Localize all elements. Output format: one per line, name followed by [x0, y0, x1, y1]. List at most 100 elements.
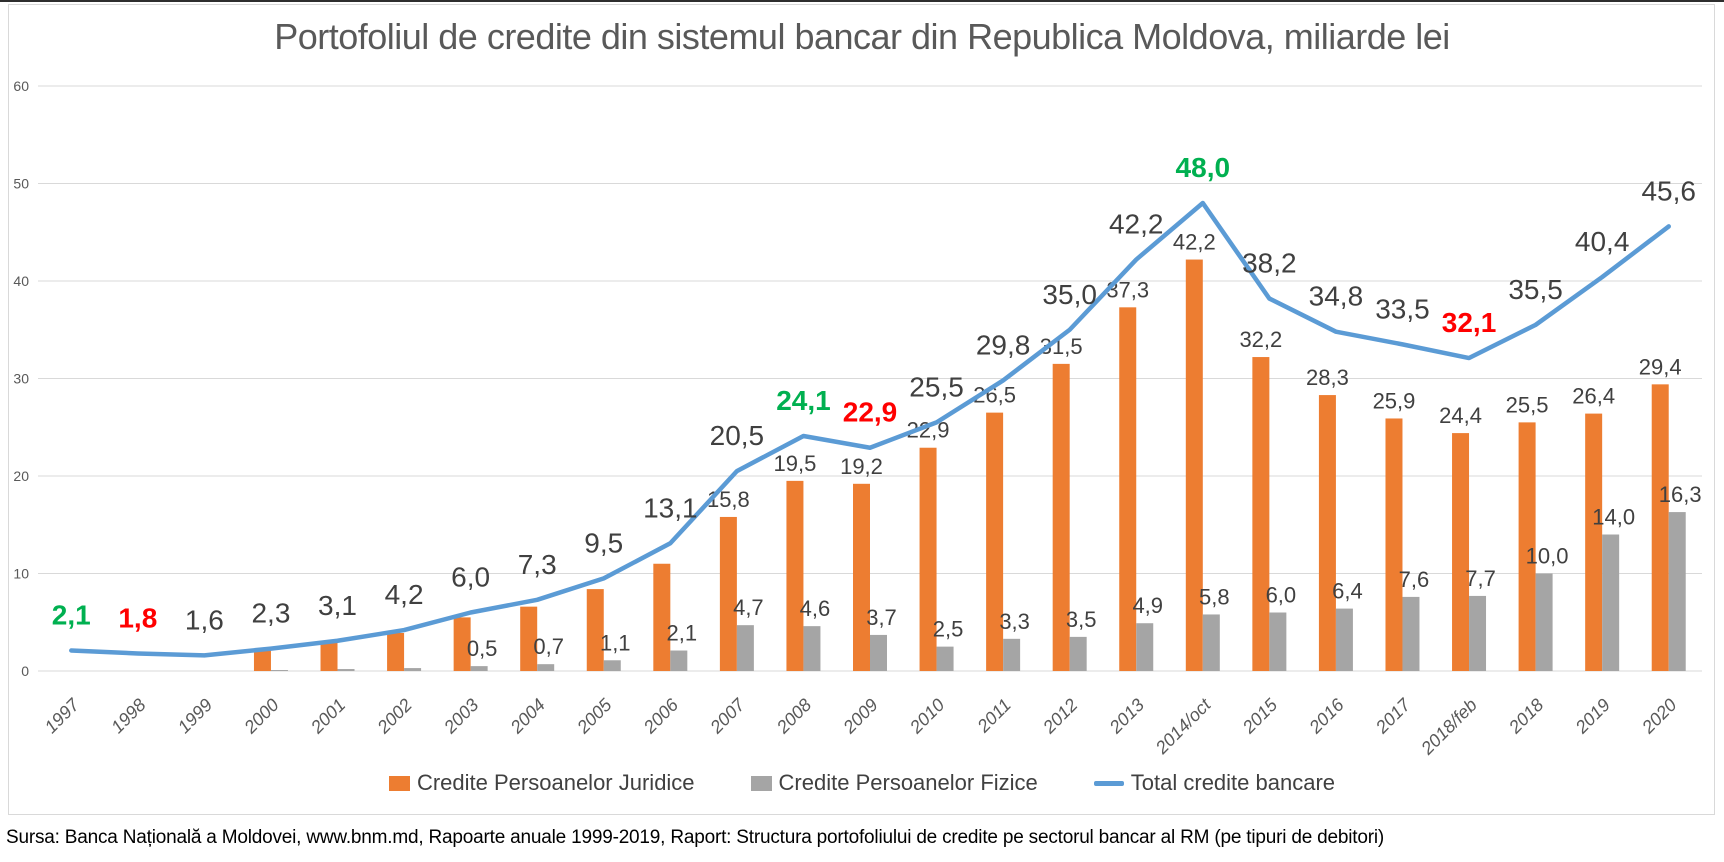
x-tick-label-2001: 2001: [306, 695, 349, 738]
x-tick-label-2014/oct: 2014/oct: [1151, 694, 1215, 758]
x-tick-label-2003: 2003: [439, 695, 482, 738]
bar-label-fizice-2004: 0,7: [533, 634, 564, 659]
x-tick-label-2016: 2016: [1305, 694, 1349, 738]
bar-fizice-2000: [270, 670, 288, 671]
bar-label-juridice-2019: 26,4: [1572, 384, 1615, 409]
bar-fizice-2012: [1069, 636, 1087, 671]
bar-juridice-2009: [853, 483, 870, 671]
bar-label-juridice-2008: 19,5: [774, 451, 817, 476]
x-tick-label-1997: 1997: [41, 694, 84, 737]
bar-label-juridice-2016: 28,3: [1306, 365, 1349, 390]
bar-label-juridice-2009: 19,2: [840, 454, 883, 479]
x-tick-label-2004: 2004: [506, 695, 549, 738]
x-tick-label-2013: 2013: [1105, 695, 1148, 738]
bar-label-fizice-2016: 6,4: [1332, 579, 1363, 604]
total-label-2002: 4,2: [385, 579, 424, 610]
legend-item-juridice: Credite Persoanelor Juridice: [388, 770, 695, 796]
bar-fizice-2016: [1335, 608, 1353, 671]
total-label-2003: 6,0: [451, 562, 490, 593]
bar-juridice-2013: [1119, 307, 1137, 671]
bar-label-fizice-2005: 1,1: [600, 630, 631, 655]
total-label-2004: 7,3: [518, 549, 557, 580]
x-tick-label-2010: 2010: [905, 695, 948, 738]
total-label-2007: 20,5: [710, 420, 765, 451]
bar-fizice-2018/feb: [1469, 595, 1487, 671]
bar-label-fizice-2009: 3,7: [866, 605, 897, 630]
bar-fizice-2009: [870, 634, 887, 671]
source-note: Sursa: Banca Națională a Moldovei, www.b…: [6, 827, 1384, 848]
bar-fizice-2018: [1535, 573, 1553, 671]
legend-label-juridice: Credite Persoanelor Juridice: [416, 770, 695, 795]
bar-juridice-2008: [786, 480, 804, 671]
total-label-2010: 25,5: [909, 371, 964, 402]
bar-juridice-2017: [1385, 418, 1403, 671]
x-tick-label-1999: 1999: [174, 695, 216, 737]
bar-juridice-2018/feb: [1452, 433, 1470, 671]
bar-fizice-2020: [1668, 512, 1686, 671]
bar-juridice-2003: [453, 617, 471, 671]
bar-fizice-2014/oct: [1202, 614, 1220, 671]
bar-fizice-2015: [1269, 612, 1287, 671]
bar-fizice-2003: [470, 666, 488, 671]
bar-fizice-2001: [337, 669, 355, 671]
bar-juridice-2000: [253, 650, 271, 671]
bar-fizice-2017: [1402, 596, 1420, 671]
x-tick-label-2002: 2002: [373, 695, 416, 738]
bar-fizice-2008: [803, 626, 821, 671]
bar-fizice-2004: [537, 664, 555, 671]
bar-juridice-2002: [387, 632, 405, 671]
bar-label-fizice-2018: 10,0: [1526, 544, 1569, 569]
bar-label-fizice-2015: 6,0: [1266, 583, 1297, 608]
y-tick-label-10: 10: [13, 566, 29, 582]
x-tick-label-2006: 2006: [639, 694, 683, 738]
legend-swatch-juridice-icon: [388, 775, 410, 791]
bar-juridice-2014/oct: [1185, 259, 1203, 671]
x-tick-label-2018: 2018: [1504, 695, 1547, 738]
x-tick-label-2015: 2015: [1238, 694, 1282, 738]
y-tick-label-60: 60: [13, 78, 29, 94]
y-tick-label-40: 40: [13, 273, 29, 289]
bar-label-juridice-2017: 25,9: [1373, 388, 1416, 413]
y-tick-label-30: 30: [13, 371, 29, 387]
x-tick-label-2018/feb: 2018/feb: [1416, 695, 1480, 759]
legend-label-fizice: Credite Persoanelor Fizice: [778, 770, 1038, 795]
bar-juridice-2012: [1052, 363, 1070, 671]
bar-label-juridice-2020: 29,4: [1639, 354, 1682, 379]
bar-juridice-2010: [919, 447, 937, 671]
bar-juridice-2018: [1518, 422, 1536, 671]
total-label-2018/feb: 32,1: [1442, 307, 1497, 338]
total-label-1999: 1,6: [185, 604, 224, 635]
bar-label-fizice-2006: 2,1: [667, 621, 698, 646]
bar-label-juridice-2014/oct: 42,2: [1173, 230, 1216, 255]
total-label-2018: 35,5: [1508, 274, 1563, 305]
bar-juridice-2001: [320, 642, 338, 671]
total-label-2012: 35,0: [1042, 279, 1097, 310]
total-label-1997: 2,1: [52, 600, 91, 631]
x-tick-label-2009: 2009: [839, 695, 882, 738]
bar-label-fizice-2014/oct: 5,8: [1199, 584, 1230, 609]
bar-fizice-2011: [1003, 638, 1021, 671]
x-tick-label-2019: 2019: [1571, 695, 1614, 738]
bar-label-fizice-2012: 3,5: [1066, 607, 1097, 632]
bar-fizice-2013: [1136, 623, 1154, 671]
total-label-2013: 42,2: [1109, 209, 1164, 240]
total-label-2008: 24,1: [776, 385, 831, 416]
bar-juridice-2005: [586, 589, 604, 671]
y-tick-label-0: 0: [21, 663, 29, 679]
x-tick-label-1998: 1998: [107, 695, 149, 737]
total-label-2017: 33,5: [1375, 293, 1430, 324]
legend: Credite Persoanelor Juridice Credite Per…: [0, 770, 1724, 796]
bar-juridice-2007: [719, 516, 737, 671]
bar-fizice-2007: [736, 625, 754, 671]
total-label-2016: 34,8: [1309, 281, 1364, 312]
bar-fizice-2019: [1602, 534, 1620, 671]
bar-label-juridice-2007: 15,8: [707, 487, 750, 512]
total-label-2014/oct: 48,0: [1176, 152, 1231, 183]
bar-label-fizice-2013: 4,9: [1132, 593, 1163, 618]
total-label-2009: 22,9: [843, 397, 898, 428]
y-tick-label-50: 50: [13, 176, 29, 192]
total-label-2011: 29,8: [976, 329, 1031, 360]
chart-area-border: [8, 4, 1715, 815]
top-divider: [0, 0, 1724, 2]
bar-juridice-2011: [986, 412, 1004, 671]
